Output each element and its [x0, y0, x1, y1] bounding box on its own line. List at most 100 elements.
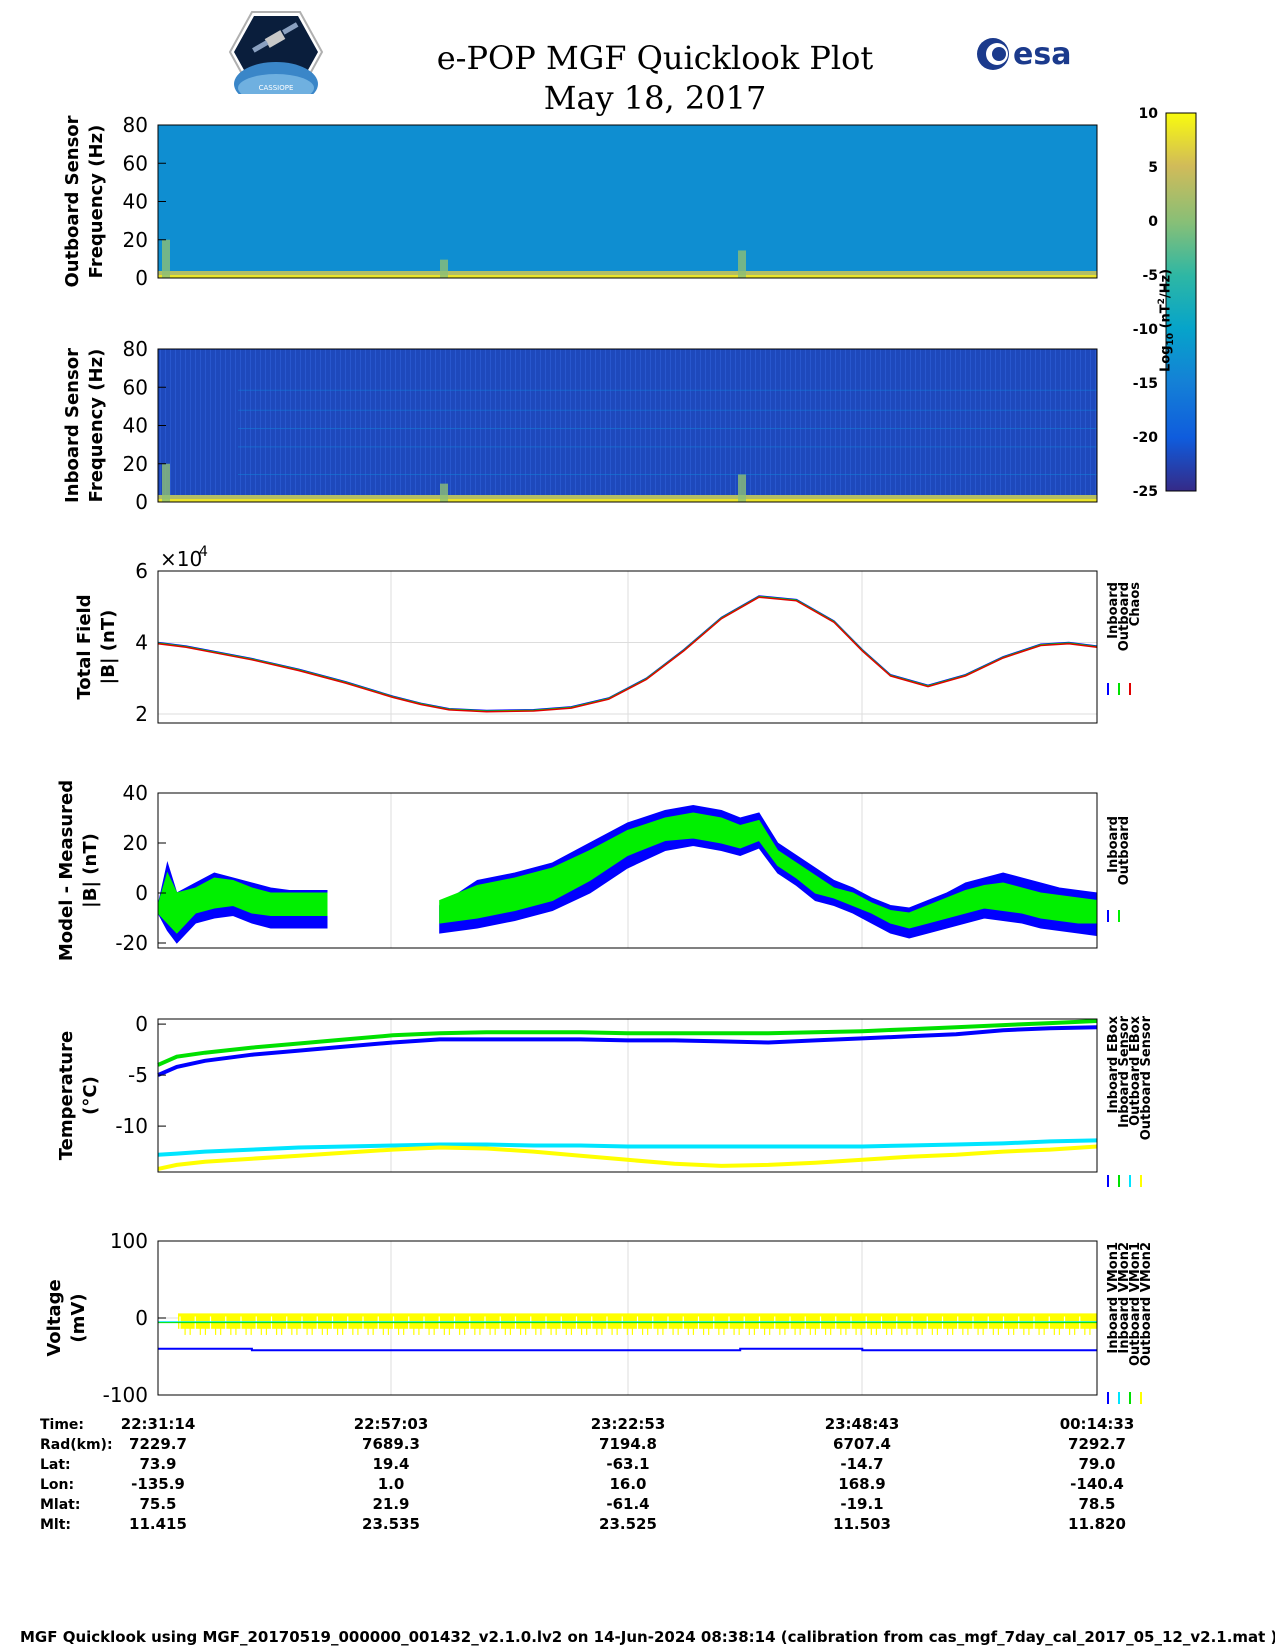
y-tick-label: 0 [135, 881, 148, 905]
y-tick-label: 80 [123, 337, 148, 361]
table-cell: 7292.7 [1068, 1435, 1126, 1453]
ylabel-group: Total Field |B| (nT) [74, 594, 119, 699]
table-cell: 168.9 [838, 1475, 885, 1493]
y-tick-label: 0 [135, 1306, 148, 1330]
table-cell: 16.0 [609, 1475, 646, 1493]
table-cell: 6707.4 [833, 1435, 891, 1453]
y-tick-label: 60 [123, 375, 148, 399]
table-cell: 22:31:14 [121, 1415, 196, 1433]
table-row-label: Rad(km): [40, 1437, 113, 1453]
table-cell: 7229.7 [129, 1435, 187, 1453]
series-line [157, 596, 1098, 713]
ylabel-line2: Frequency (Hz) [86, 125, 107, 279]
table-cell: 79.0 [1078, 1455, 1115, 1473]
plot-title: e-POP MGF Quicklook Plot [436, 39, 874, 77]
table-cell: 11.415 [129, 1515, 187, 1533]
table-cell: -135.9 [131, 1475, 185, 1493]
y-tick-label: 0 [135, 266, 148, 290]
ylabel-line1: Inboard Sensor [62, 348, 83, 503]
table-cell: 19.4 [372, 1455, 409, 1473]
ylabel-line1: Voltage [44, 1279, 65, 1356]
ylabel-line2: |B| (nT) [98, 610, 119, 685]
ylabel-line1: Total Field [74, 594, 95, 699]
legend-entry: Outboard [1117, 582, 1132, 651]
axes-frame [157, 124, 1098, 279]
y-tick-label: 40 [123, 414, 148, 438]
esa-logo: esa [975, 34, 1085, 78]
legend-entry: Inboard [1106, 816, 1121, 873]
spectral-burst [440, 259, 448, 278]
series-line [157, 1138, 1098, 1157]
y-tick-label: 100 [110, 1229, 148, 1253]
ylabel-line2: (°C) [80, 1076, 101, 1115]
axes-frame [157, 570, 1098, 724]
table-cell: 23.535 [362, 1515, 420, 1533]
y-tick-label: 20 [123, 452, 148, 476]
cassiope-mission-logo: CASSIOPE [228, 10, 324, 106]
series-line [158, 1347, 1097, 1352]
low-frequency-band [158, 271, 1097, 275]
table-cell: -19.1 [840, 1495, 883, 1513]
low-frequency-band [158, 495, 1097, 499]
table-cell: 11.503 [833, 1515, 891, 1533]
table-cell: -14.7 [840, 1455, 883, 1473]
series-line [157, 1025, 1098, 1077]
y-tick-label: 0 [135, 490, 148, 514]
y-tick-label: 80 [123, 113, 148, 137]
colorbar-tick: -5 [1142, 268, 1158, 284]
colorbar-tick: 5 [1148, 160, 1158, 176]
y-tick-label: 40 [123, 781, 148, 805]
plot-date: May 18, 2017 [543, 79, 767, 117]
ylabel-line2: |B| (nT) [80, 833, 101, 908]
legend-entry: Inboard VMon2 [1117, 1242, 1132, 1354]
y-tick-label: -100 [103, 1383, 148, 1407]
table-cell: 7689.3 [362, 1435, 420, 1453]
spectral-burst [738, 474, 746, 502]
axes-frame [157, 1240, 1098, 1396]
colorbar-tick: -20 [1133, 430, 1159, 446]
table-cell: -61.4 [606, 1495, 649, 1513]
series-band [157, 871, 328, 934]
y-tick-label: 0 [135, 1012, 148, 1036]
colorbar-tick: -10 [1133, 322, 1159, 338]
colorbar-tick: -25 [1133, 484, 1158, 500]
axes-frame [157, 348, 1098, 503]
legend-entry: Outboard [1117, 816, 1132, 885]
colorbar-label-rest: (nT [1158, 304, 1174, 333]
table-row-label: Mlt: [40, 1517, 71, 1533]
spectrogram-texture [158, 349, 1097, 502]
legend-entry: Outboard VMon2 [1139, 1242, 1154, 1366]
colorbar-label-sub: 10 [1165, 332, 1176, 346]
legend-entry: Inboard VMon1 [1106, 1242, 1121, 1354]
spectrogram-background [158, 125, 1097, 278]
table-cell: 78.5 [1078, 1495, 1115, 1513]
axes-frame [157, 1018, 1098, 1173]
y-tick-label: 20 [123, 228, 148, 252]
table-row-label: Mlat: [40, 1497, 80, 1513]
exponent-label: ×10 [160, 547, 202, 571]
ylabel-line2: Frequency (Hz) [86, 349, 107, 503]
y-tick-label: 6 [135, 559, 148, 583]
table-cell: 73.9 [139, 1455, 176, 1473]
table-row-label: Lat: [40, 1457, 71, 1473]
table-cell: 22:57:03 [354, 1415, 429, 1433]
colorbar-label-sup: 2 [1157, 298, 1167, 305]
spectral-burst [162, 239, 170, 278]
exponent-power: 4 [199, 544, 208, 560]
spectral-burst [162, 463, 170, 502]
axes-frame [157, 792, 1098, 949]
legend-entry: Outboard EBox [1128, 1015, 1143, 1125]
y-tick-label: 60 [123, 151, 148, 175]
y-tick-label: -20 [115, 931, 148, 955]
colorbar-tick: 0 [1148, 214, 1158, 230]
colorbar [1165, 112, 1197, 492]
y-tick-label: 40 [123, 190, 148, 214]
spectral-burst [738, 250, 746, 278]
table-cell: 7194.8 [599, 1435, 657, 1453]
series-line [157, 1144, 1098, 1171]
